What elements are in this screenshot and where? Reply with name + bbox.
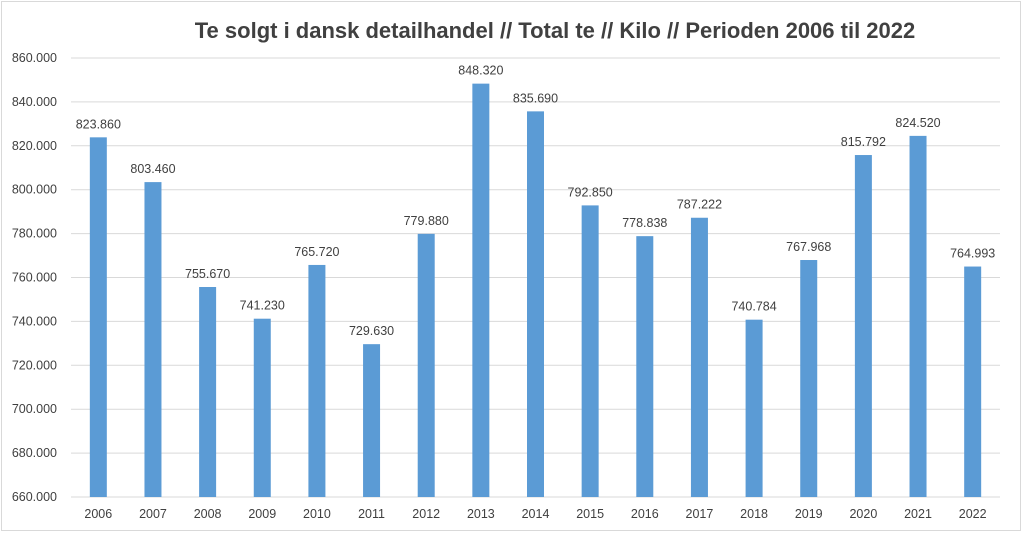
bar	[472, 83, 490, 497]
y-tick-label: 680.000	[12, 446, 57, 460]
x-tick-label: 2007	[139, 507, 167, 521]
x-tick-label: 2015	[576, 507, 604, 521]
y-tick-label: 740.000	[12, 314, 57, 328]
bar	[308, 264, 326, 497]
x-tick-label: 2017	[686, 507, 714, 521]
x-tick-label: 2012	[412, 507, 440, 521]
y-axis-ticks: 660.000 680.000 700.000 720.000 740.000 760.0…	[12, 51, 57, 504]
bar	[800, 260, 818, 497]
bar	[690, 217, 708, 497]
data-label: 815.792	[841, 135, 886, 149]
bars	[89, 83, 982, 498]
x-tick-label: 2014	[522, 507, 550, 521]
data-label: 765.720	[294, 245, 339, 259]
x-tick-label: 2021	[904, 507, 932, 521]
y-tick-label: 700.000	[12, 402, 57, 416]
bar	[745, 319, 763, 497]
y-tick-label: 800.000	[12, 183, 57, 197]
data-label: 848.320	[458, 64, 503, 78]
bar	[253, 318, 271, 497]
x-tick-label: 2008	[194, 507, 222, 521]
data-label: 729.630	[349, 324, 394, 338]
data-label: 824.520	[895, 116, 940, 130]
x-tick-label: 2010	[303, 507, 331, 521]
bar	[89, 137, 107, 497]
data-label: 741.230	[240, 299, 285, 313]
bar	[581, 205, 599, 497]
data-labels: 823.860 803.460 755.670 741.230 765.720 729.6…	[76, 64, 996, 339]
x-tick-label: 2011	[358, 507, 385, 521]
bar	[527, 111, 544, 498]
bar	[854, 155, 872, 497]
bar	[144, 182, 162, 498]
data-label: 823.860	[76, 117, 121, 131]
y-tick-label: 660.000	[12, 490, 57, 504]
data-label: 740.784	[731, 300, 776, 314]
bar	[417, 233, 435, 497]
x-tick-label: 2006	[84, 507, 112, 521]
x-tick-label: 2018	[740, 507, 768, 521]
x-axis-ticks: 2006 2007 2008 2009 2010 2011 2012 2013 2014 2015…	[84, 507, 986, 521]
data-label: 767.968	[786, 240, 831, 254]
data-label: 755.670	[185, 267, 230, 281]
y-tick-label: 860.000	[12, 51, 57, 65]
bar	[199, 287, 217, 497]
y-tick-label: 760.000	[12, 271, 57, 285]
y-tick-label: 780.000	[12, 227, 57, 241]
data-label: 792.850	[568, 185, 613, 199]
x-tick-label: 2009	[248, 507, 276, 521]
x-tick-label: 2022	[959, 507, 987, 521]
data-label: 835.690	[513, 91, 558, 105]
bar	[964, 266, 982, 497]
data-label: 779.880	[404, 214, 449, 228]
y-tick-label: 820.000	[12, 139, 57, 153]
data-label: 787.222	[677, 198, 722, 212]
data-label: 803.460	[130, 162, 175, 176]
data-label: 764.993	[950, 247, 995, 261]
x-tick-label: 2016	[631, 507, 659, 521]
x-tick-label: 2013	[467, 507, 495, 521]
x-tick-label: 2020	[849, 507, 877, 521]
y-tick-label: 720.000	[12, 358, 57, 372]
bar	[636, 236, 654, 498]
bar	[909, 135, 927, 497]
y-tick-label: 840.000	[12, 95, 57, 109]
data-label: 778.838	[622, 216, 667, 230]
chart-title: Te solgt i dansk detailhandel // Total t…	[194, 18, 916, 43]
bar	[363, 344, 381, 497]
x-tick-label: 2019	[795, 507, 823, 521]
